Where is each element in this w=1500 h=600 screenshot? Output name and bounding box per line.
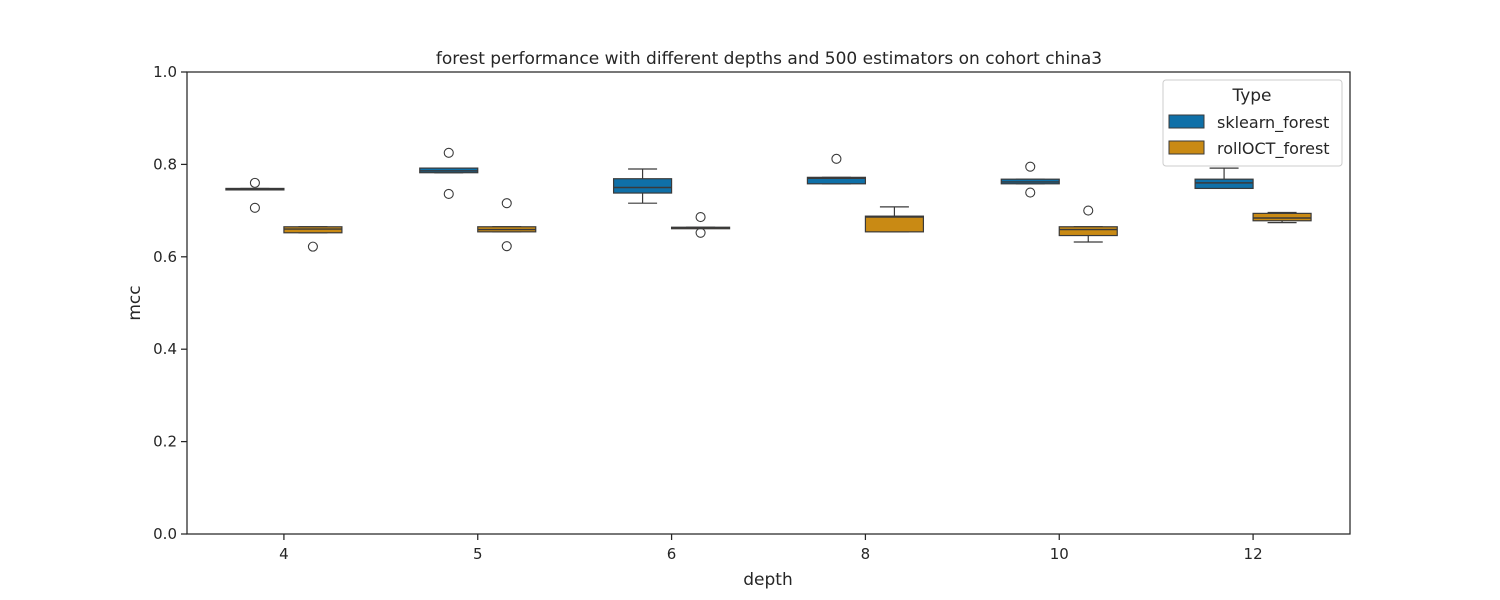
box-rollOCT_forest-4 bbox=[283, 226, 343, 252]
outlier-point bbox=[695, 212, 706, 223]
y-tick-label: 0.4 bbox=[153, 340, 177, 358]
box-sklearn_forest-6 bbox=[612, 168, 673, 204]
box-iqr bbox=[1058, 226, 1118, 237]
x-axis-label: depth bbox=[743, 570, 792, 590]
y-tick-label: 0.0 bbox=[153, 525, 177, 543]
box-iqr bbox=[1252, 212, 1312, 222]
y-tick-label: 1.0 bbox=[153, 63, 177, 81]
y-tick-label: 0.6 bbox=[153, 248, 177, 266]
y-tick-label: 0.8 bbox=[153, 155, 177, 173]
y-axis-label: mcc bbox=[125, 285, 145, 320]
box-iqr bbox=[864, 215, 925, 233]
box-sklearn_forest-4 bbox=[225, 177, 285, 213]
outlier-point bbox=[1025, 187, 1036, 198]
outlier-point bbox=[501, 241, 512, 252]
box-sklearn_forest-5 bbox=[419, 147, 479, 200]
outlier-point bbox=[1083, 205, 1094, 216]
legend-frame bbox=[1162, 79, 1343, 167]
plot-frame bbox=[186, 71, 1351, 535]
plot-area bbox=[225, 147, 1312, 252]
box-rollOCT_forest-5 bbox=[477, 198, 537, 252]
legend-label-sklearn-forest: sklearn_forest bbox=[1217, 113, 1329, 133]
outlier-point bbox=[501, 198, 512, 209]
box-rollOCT_forest-6 bbox=[670, 212, 731, 238]
outlier-point bbox=[249, 202, 260, 213]
x-tick-label: 6 bbox=[667, 545, 677, 563]
legend-swatch-rolloct-forest bbox=[1168, 140, 1205, 155]
box-sklearn_forest-8 bbox=[806, 153, 867, 185]
legend: Type sklearn_forest rollOCT_forest bbox=[1162, 79, 1343, 167]
outlier-point bbox=[1025, 161, 1036, 172]
box-iqr bbox=[1194, 178, 1254, 190]
legend-swatch-sklearn-forest bbox=[1168, 114, 1205, 129]
box-rollOCT_forest-8 bbox=[864, 206, 925, 233]
box-rollOCT_forest-10 bbox=[1058, 205, 1118, 243]
x-tick-label: 8 bbox=[861, 545, 871, 563]
box-iqr bbox=[806, 176, 867, 185]
outlier-point bbox=[443, 188, 454, 200]
x-axis: 4 5 6 8 10 12 bbox=[279, 534, 1263, 563]
x-tick-label: 4 bbox=[279, 545, 289, 563]
x-tick-label: 10 bbox=[1050, 545, 1069, 563]
box-rollOCT_forest-12 bbox=[1252, 211, 1312, 224]
outlier-point bbox=[443, 147, 454, 158]
legend-label-rolloct-forest: rollOCT_forest bbox=[1217, 139, 1330, 159]
outlier-point bbox=[307, 241, 318, 252]
outlier-point bbox=[831, 153, 842, 164]
outlier-point bbox=[695, 227, 706, 238]
box-iqr bbox=[612, 178, 673, 194]
y-tick-label: 0.2 bbox=[153, 433, 177, 451]
box-sklearn_forest-12 bbox=[1194, 167, 1254, 190]
y-axis: 0.0 0.2 0.4 0.6 0.8 1.0 bbox=[153, 63, 187, 543]
x-tick-label: 5 bbox=[473, 545, 483, 563]
chart-title: forest performance with different depths… bbox=[436, 49, 1102, 69]
outlier-point bbox=[249, 177, 260, 188]
x-tick-label: 12 bbox=[1244, 545, 1263, 563]
legend-title: Type bbox=[1231, 86, 1271, 106]
box-sklearn_forest-10 bbox=[1000, 161, 1060, 198]
